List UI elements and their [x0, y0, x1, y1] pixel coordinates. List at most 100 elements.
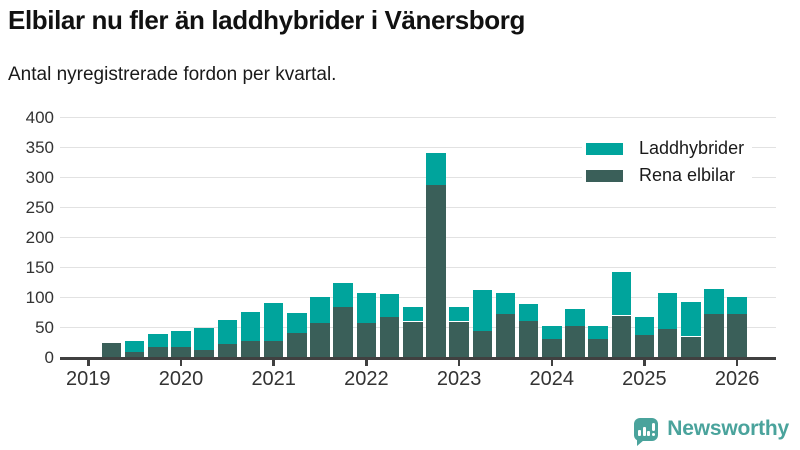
- bar-segment-laddhybrider: [634, 316, 655, 336]
- bar-segment-laddhybrider: [565, 308, 585, 326]
- bar-segment-laddhybrider: [472, 289, 492, 332]
- y-axis-label: 400: [25, 107, 54, 127]
- bar-segment-rena-elbilar: [657, 328, 678, 358]
- bar-segment-laddhybrider: [495, 293, 516, 315]
- bar-segment-rena-elbilar: [727, 314, 747, 358]
- y-axis-label: 0: [44, 347, 54, 367]
- gridline: [60, 266, 776, 269]
- mini-bar-icon: [642, 426, 646, 436]
- x-axis-label: 2024: [529, 368, 575, 390]
- chart-subtitle: Antal nyregistrerade fordon per kvartal.: [8, 64, 337, 85]
- chart-title: Elbilar nu fler än laddhybrider i Väners…: [8, 5, 525, 35]
- gridline: [60, 236, 776, 239]
- bar-segment-rena-elbilar: [611, 315, 631, 358]
- bar-segment-rena-elbilar: [310, 322, 330, 358]
- bar-segment-laddhybrider: [681, 302, 701, 337]
- bar-segment-laddhybrider: [449, 307, 469, 322]
- bar-segment-rena-elbilar: [171, 346, 191, 358]
- newsworthy-logo: Newsworthy: [634, 413, 789, 446]
- bar-segment-laddhybrider: [542, 325, 562, 339]
- x-axis-tick: [179, 359, 183, 366]
- x-axis-tick: [272, 359, 275, 366]
- bar-segment-rena-elbilar: [217, 343, 238, 358]
- x-axis-line: [60, 356, 776, 360]
- bar-segment-rena-elbilar: [634, 335, 655, 358]
- x-axis-label: 2020: [158, 368, 204, 390]
- x-axis-tick: [365, 359, 368, 366]
- y-axis-label: 200: [25, 227, 54, 247]
- x-axis-tick: [643, 359, 646, 366]
- gridline: [60, 146, 776, 149]
- bar-segment-rena-elbilar: [124, 352, 145, 358]
- bar-segment-rena-elbilar: [565, 325, 585, 358]
- bar-segment-laddhybrider: [240, 311, 261, 341]
- x-axis-label: 2019: [66, 368, 111, 390]
- legend-swatch-rena-elbilar: [586, 169, 623, 182]
- bar-segment-laddhybrider: [171, 330, 191, 347]
- newsworthy-icon: [634, 417, 659, 446]
- mini-bar-icon: [638, 429, 642, 436]
- bar-segment-rena-elbilar: [240, 340, 261, 358]
- bar-segment-rena-elbilar: [588, 338, 608, 358]
- bar-segment-rena-elbilar: [148, 347, 168, 358]
- bar-segment-rena-elbilar: [495, 314, 516, 358]
- bar-segment-rena-elbilar: [287, 332, 307, 358]
- x-axis-label: 2022: [344, 368, 389, 390]
- bar-segment-laddhybrider: [310, 296, 330, 323]
- x-axis-tick: [550, 359, 553, 366]
- legend-label: Laddhybrider: [639, 138, 745, 158]
- bar-segment-laddhybrider: [403, 307, 423, 322]
- bar-segment-rena-elbilar: [194, 350, 214, 358]
- legend-item-laddhybrider: Laddhybrider: [582, 136, 753, 161]
- x-axis-label: 2021: [251, 368, 296, 390]
- x-axis-label: 2023: [436, 368, 482, 390]
- bar-segment-laddhybrider: [217, 319, 238, 344]
- y-axis-label: 150: [25, 257, 54, 277]
- bar-segment-laddhybrider: [588, 325, 608, 339]
- legend-item-rena-elbilar: Rena elbilar: [582, 163, 753, 188]
- bar-segment-laddhybrider: [333, 283, 353, 308]
- bar-segment-laddhybrider: [611, 272, 631, 316]
- x-axis-tick: [87, 359, 90, 366]
- bar-segment-rena-elbilar: [101, 343, 122, 358]
- x-axis-label: 2026: [714, 368, 760, 390]
- bar-segment-laddhybrider: [194, 327, 214, 351]
- x-axis-label: 2025: [622, 368, 667, 390]
- bar-segment-laddhybrider: [379, 293, 400, 317]
- bar-segment-laddhybrider: [657, 293, 678, 329]
- legend-label: Rena elbilar: [639, 165, 736, 185]
- gridline: [60, 206, 776, 209]
- bar-segment-rena-elbilar: [681, 336, 701, 358]
- newsworthy-wordmark: Newsworthy: [667, 417, 789, 440]
- legend-swatch-laddhybrider: [586, 142, 623, 155]
- exclamation-dot: [651, 432, 655, 436]
- bar-segment-laddhybrider: [124, 340, 145, 353]
- bar-segment-rena-elbilar: [542, 338, 562, 358]
- y-axis-label: 350: [25, 137, 54, 157]
- bar-segment-rena-elbilar: [704, 314, 724, 358]
- bar-segment-rena-elbilar: [426, 185, 446, 358]
- bar-segment-rena-elbilar: [403, 321, 423, 358]
- y-axis-label: 250: [25, 197, 54, 217]
- gridline: [60, 116, 776, 119]
- y-axis-label: 100: [25, 287, 54, 307]
- bar-segment-rena-elbilar: [449, 321, 469, 358]
- bar-segment-rena-elbilar: [356, 322, 377, 358]
- bar-segment-laddhybrider: [426, 152, 446, 186]
- bar-segment-laddhybrider: [704, 288, 724, 315]
- bar-segment-rena-elbilar: [379, 316, 400, 358]
- bar-segment-rena-elbilar: [518, 320, 539, 358]
- exclamation-icon: [651, 422, 655, 431]
- gridline: [60, 296, 776, 299]
- x-axis-tick: [457, 359, 461, 366]
- bar-segment-laddhybrider: [518, 303, 539, 321]
- bar-segment-laddhybrider: [287, 313, 307, 333]
- bar-segment-laddhybrider: [356, 292, 377, 323]
- y-axis-label: 300: [25, 167, 54, 187]
- bar-segment-laddhybrider: [263, 302, 284, 341]
- bar-segment-rena-elbilar: [333, 307, 353, 358]
- bar-segment-rena-elbilar: [263, 340, 284, 358]
- mini-bar-icon: [647, 431, 651, 436]
- bar-segment-laddhybrider: [148, 334, 168, 348]
